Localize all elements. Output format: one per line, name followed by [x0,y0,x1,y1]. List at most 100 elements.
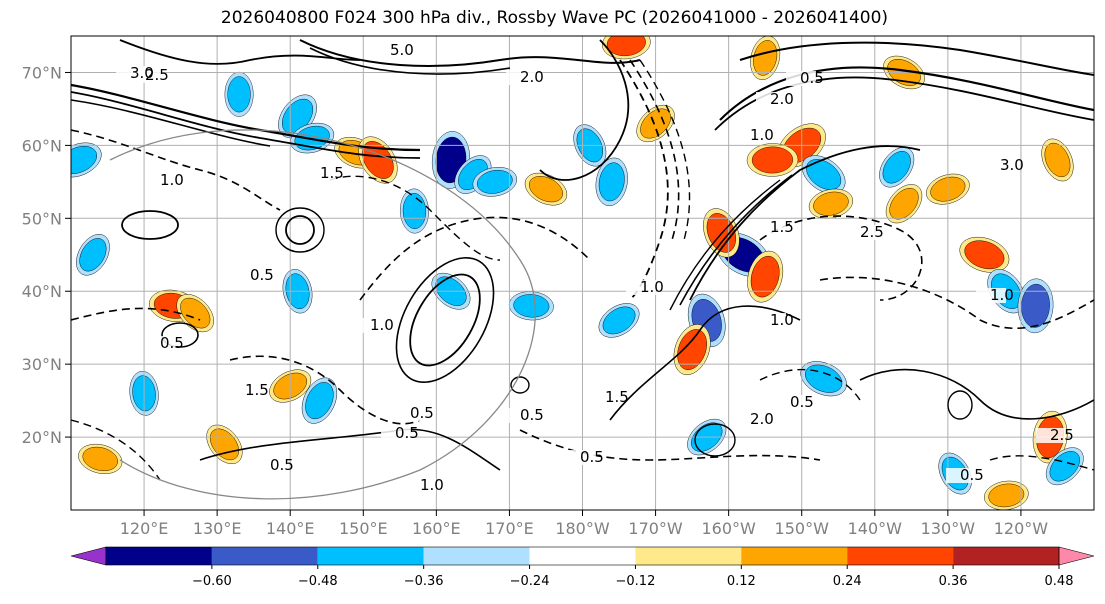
contour-label-bg [236,268,266,283]
contour-label: 1.0 [750,126,774,144]
contour-label: 0.5 [800,69,824,87]
contour-label: 0.5 [410,404,434,422]
colorbar-tick-label: −0.12 [616,574,656,589]
latitude-axis: 70°N 60°N 50°N 40°N 30°N 20°N [22,63,71,447]
contour-label: 0.5 [790,393,814,411]
contour-label: 0.5 [250,266,274,284]
contour-label-bg [1036,428,1066,443]
contour-label: 2.5 [1050,426,1074,444]
anomaly-blob [813,191,849,216]
contour-label-bg [986,158,1016,173]
contour-label: 3.0 [1000,156,1024,174]
contour-label-bg [396,406,426,421]
contour-label-bg [756,313,786,328]
contour-label: 1.0 [160,171,184,189]
contour-label: 1.5 [770,218,794,236]
rossby-wave-contours [71,39,1094,500]
contour-label: 1.5 [320,164,344,182]
lon-tick-label: 120°E [120,519,169,538]
colorbar-segment [106,547,212,565]
contour-label-bg [756,220,786,235]
anomaly-blob [1049,451,1080,482]
colorbar-segment [741,547,848,565]
contour-label: 1.0 [420,476,444,494]
lon-tick-label: 130°E [193,519,242,538]
colorbar-extend-low [70,546,107,566]
lon-tick-label: 140°E [266,519,315,538]
colorbar-segment [317,547,424,565]
colorbar-tick-label: 0.36 [939,574,968,589]
contour-label-bg [116,66,146,81]
lat-tick-label: 40°N [22,282,62,301]
contour-label-bg [736,128,766,143]
contour-label-bg [591,390,621,405]
contour-label-bg [626,280,656,295]
colorbar-tick-label: 0.48 [1045,574,1074,589]
chart-title: 2026040800 F024 300 hPa div., Rossby Wav… [220,8,889,28]
anomaly-blob [477,169,513,194]
lat-tick-label: 60°N [22,136,62,155]
anomaly-blob [606,36,646,57]
contour-labels: 5.02.53.0 2.01.51.00.51.00.51.50.52.00.51… [116,41,1074,494]
anomaly-blob [806,159,842,190]
contour-label: 1.0 [640,278,664,296]
anomaly-blob [529,176,563,203]
contour-label-bg [381,426,411,441]
colorbar: −0.60 −0.48 −0.36 −0.24 −0.12 0.12 0.24 0.36 0.4… [70,546,1095,589]
colorbar-tick-label: −0.60 [192,574,232,589]
contour-label: 1.0 [770,311,794,329]
anomaly-blob [889,188,919,220]
colorbar-tick-label: −0.48 [298,574,338,589]
anomaly-blob [751,146,794,174]
colorbar-tick-label: −0.36 [404,574,444,589]
anomaly-blob [1044,142,1071,178]
lon-tick-label: 170°W [628,519,683,538]
colorbar-segment [529,547,636,565]
lon-tick-label: 130°W [921,519,976,538]
anomaly-blob [180,297,211,329]
contour-label: 2.0 [750,410,774,428]
anomaly-blob [602,306,636,335]
contour-label-bg [146,173,176,188]
contour-label: 0.5 [580,448,604,466]
contour-label-bg [506,408,536,423]
anomaly-blob [964,240,1005,270]
contour-label: 0.5 [270,456,294,474]
lon-tick-label: 180°W [555,519,610,538]
contour-label-bg [506,70,536,85]
anomaly-blob [71,146,97,174]
colorbar-segment [211,547,318,565]
anomaly-blob [750,255,780,298]
colorbar-segment [847,547,954,565]
colorbar-segment [953,547,1059,565]
contour-label: 3.0 [130,64,154,82]
contour-label: 2.5 [145,66,169,84]
colorbar-frame [105,546,1060,566]
lon-tick-label: 150°W [775,519,830,538]
contour-label: 0.5 [960,466,984,484]
contour-label: 1.0 [990,286,1014,304]
lon-tick-label: 140°W [848,519,903,538]
lon-tick-label: 170°E [485,519,534,538]
contour-label-bg [946,468,976,483]
lon-tick-label: 150°E [339,519,388,538]
contour-label: 1.5 [245,381,269,399]
contour-label-bg [231,383,261,398]
colorbar-tick-label: −0.24 [510,574,550,589]
contour-label-bg [306,166,336,181]
contour-label-bg [976,288,1006,303]
lon-tick-label: 160°E [412,519,461,538]
contour-label: 1.5 [605,388,629,406]
colorbar-tick-label: 0.12 [727,574,756,589]
colorbar-segment [635,547,742,565]
contour-label-bg [356,318,386,333]
contour-label: 5.0 [390,41,414,59]
anomaly-blob [513,294,550,318]
contour-label: 1.0 [370,316,394,334]
anomaly-blob [79,238,107,272]
colorbar-segment [423,547,530,565]
anomaly-blob [82,446,118,472]
contour-label-bg [376,43,406,58]
anomaly-blob [598,162,625,202]
